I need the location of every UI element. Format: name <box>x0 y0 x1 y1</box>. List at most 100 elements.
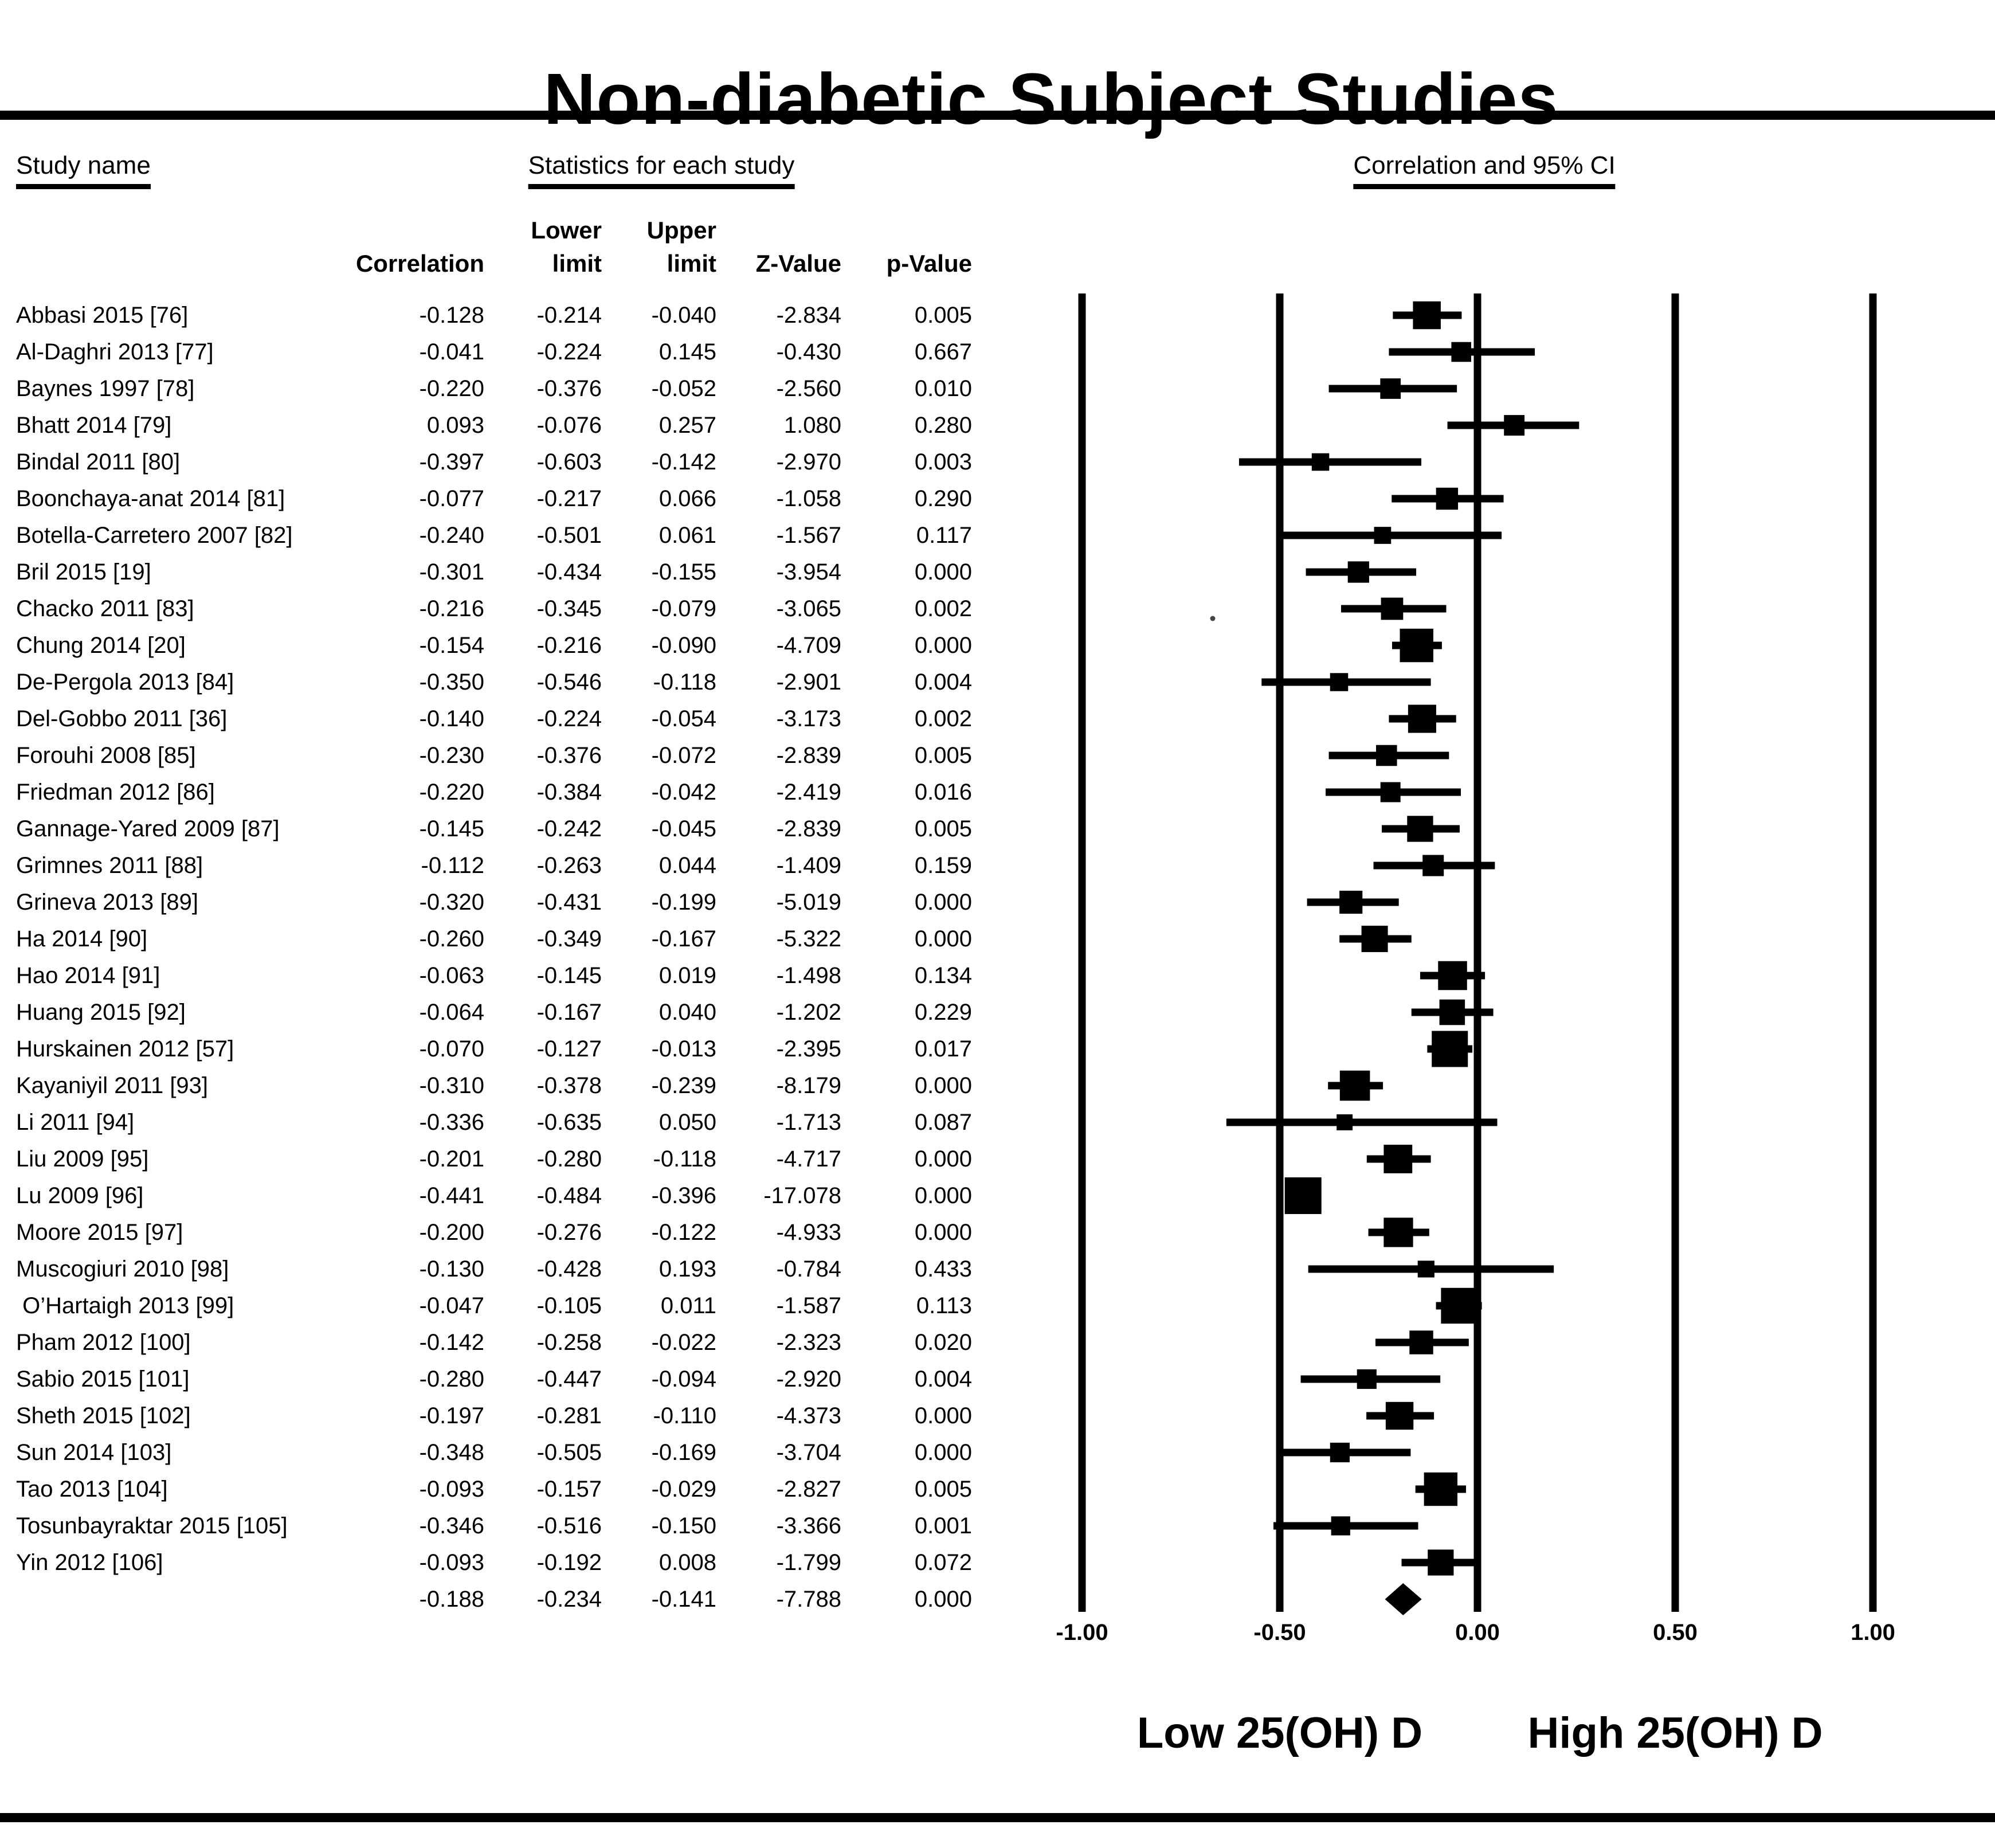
lower-limit-value: -0.224 <box>536 339 602 365</box>
z-value: -2.901 <box>776 669 841 695</box>
z-value: -0.430 <box>776 339 841 365</box>
p-value: 0.000 <box>914 1183 972 1208</box>
p-value: 0.000 <box>914 1073 972 1098</box>
lower-limit-value: -0.242 <box>536 816 602 841</box>
study-name: Pham 2012 [100] <box>16 1330 191 1355</box>
z-value: -5.019 <box>776 890 841 915</box>
table-row: Al-Daghri 2013 [77] -0.041 -0.224 0.145 -0.4… <box>0 334 1020 370</box>
effect-square <box>1439 999 1465 1025</box>
effect-square <box>1451 342 1472 362</box>
upper-limit-value: -0.045 <box>651 816 716 841</box>
p-value: 0.000 <box>914 890 972 915</box>
correlation-value: -0.047 <box>419 1293 484 1318</box>
correlation-value: -0.346 <box>419 1513 484 1538</box>
lower-limit-value: -0.349 <box>536 926 602 952</box>
upper-limit-value: -0.118 <box>653 669 716 695</box>
effect-square <box>1385 1401 1414 1430</box>
upper-limit-value: -0.090 <box>651 633 716 658</box>
upper-limit-value: -0.122 <box>651 1220 716 1245</box>
upper-limit-value: -0.239 <box>651 1073 716 1098</box>
p-value: 0.004 <box>914 1367 972 1392</box>
low-25ohd-label: Low 25(OH) D <box>1136 1709 1423 1757</box>
study-name: De-Pergola 2013 [84] <box>16 669 234 695</box>
z-value: -1.058 <box>776 486 841 511</box>
lower-limit-value: -0.192 <box>536 1550 602 1575</box>
upper-limit-value: -0.013 <box>651 1036 716 1062</box>
correlation-value: -0.397 <box>419 449 484 475</box>
axis-tick-label-neg05: -0.50 <box>1253 1620 1306 1645</box>
table-row: Chacko 2011 [83] -0.216 -0.345 -0.079 -3.065… <box>0 590 1020 627</box>
correlation-value: -0.197 <box>419 1403 484 1428</box>
study-name: Muscogiuri 2010 [98] <box>16 1256 229 1282</box>
correlation-value: -0.260 <box>419 926 484 952</box>
upper-limit-value: 0.008 <box>659 1550 716 1575</box>
correlation-value: -0.064 <box>419 1000 484 1025</box>
lower-limit-value: -0.505 <box>536 1440 602 1465</box>
z-value: -0.784 <box>776 1256 841 1282</box>
effect-square <box>1380 378 1401 399</box>
z-value: -2.834 <box>776 303 841 328</box>
correlation-value: -0.077 <box>419 486 484 511</box>
table-row: O’Hartaigh 2013 [99] -0.047 -0.105 0.011 -1.… <box>0 1287 1020 1324</box>
upper-limit-value: -0.054 <box>651 706 716 731</box>
z-value: -1.713 <box>776 1110 841 1135</box>
upper-limit-value: -0.110 <box>653 1403 716 1428</box>
effect-square <box>1424 1472 1458 1506</box>
table-row: Grimnes 2011 [88] -0.112 -0.263 0.044 -1.409… <box>0 847 1020 884</box>
upper-limit-value: -0.167 <box>651 926 716 952</box>
col-header-lower: Lower <box>531 217 602 244</box>
col-header-lower-limit: limit <box>552 250 602 277</box>
upper-limit-value: 0.061 <box>659 523 716 548</box>
col-header-p-value: p-Value <box>886 250 972 277</box>
upper-limit-value: -0.199 <box>651 890 716 915</box>
correlation-value: -0.142 <box>419 1330 484 1355</box>
correlation-value: -0.041 <box>419 339 484 365</box>
study-name: Chacko 2011 [83] <box>16 596 194 621</box>
p-value: 0.134 <box>914 963 972 988</box>
upper-limit-value: -0.022 <box>651 1330 716 1355</box>
study-name: Tao 2013 [104] <box>16 1477 168 1502</box>
effect-square <box>1381 597 1404 620</box>
lower-limit-value: -0.127 <box>536 1036 602 1062</box>
col-header-correlation: Correlation <box>355 250 484 277</box>
study-name: Ha 2014 [90] <box>16 926 148 952</box>
p-value: 0.667 <box>914 339 972 365</box>
effect-square <box>1407 816 1433 842</box>
axis-tick-label-neg1: -1.00 <box>1056 1620 1108 1645</box>
effect-square <box>1380 782 1401 802</box>
z-value: -2.827 <box>776 1477 841 1502</box>
summary-row: -0.188 -0.234 -0.141 -7.788 0.000 <box>0 1581 1020 1618</box>
effect-square <box>1374 527 1392 544</box>
lower-limit-value: -0.431 <box>536 890 602 915</box>
upper-limit-value: -0.142 <box>651 449 716 475</box>
z-value: -1.498 <box>776 963 841 988</box>
p-value: 0.280 <box>914 413 972 438</box>
upper-limit-value: -0.052 <box>651 376 716 401</box>
top-divider-rule <box>0 111 1995 120</box>
table-row: Tosunbayraktar 2015 [105] -0.346 -0.516 -0.… <box>0 1508 1020 1544</box>
table-row: Sheth 2015 [102] -0.197 -0.281 -0.110 -4.373… <box>0 1397 1020 1434</box>
correlation-value: -0.140 <box>419 706 484 731</box>
z-value: -2.920 <box>776 1367 841 1392</box>
table-row: Hao 2014 [91] -0.063 -0.145 0.019 -1.498 0.13… <box>0 957 1020 994</box>
table-row: Bhatt 2014 [79] 0.093 -0.076 0.257 1.080 0.28… <box>0 407 1020 444</box>
upper-limit-value: -0.040 <box>651 303 716 328</box>
study-name: Liu 2009 [95] <box>16 1146 149 1172</box>
z-value: -1.799 <box>776 1550 841 1575</box>
z-value: -7.788 <box>776 1587 841 1612</box>
study-name: Friedman 2012 [86] <box>16 780 215 805</box>
p-value: 0.002 <box>914 596 972 621</box>
upper-limit-value: 0.257 <box>659 413 716 438</box>
figure-title: Non-diabetic Subject Studies <box>543 58 1559 140</box>
correlation-value: -0.310 <box>419 1073 484 1098</box>
correlation-value: -0.216 <box>419 596 484 621</box>
z-value: -1.202 <box>776 1000 841 1025</box>
p-value: 0.229 <box>914 1000 972 1025</box>
p-value: 0.002 <box>914 706 972 731</box>
effect-square <box>1400 628 1433 663</box>
lower-limit-value: -0.258 <box>536 1330 602 1355</box>
lower-limit-value: -0.384 <box>536 780 602 805</box>
table-row: Botella-Carretero 2007 [82] -0.240 -0.501 0… <box>0 517 1020 554</box>
p-value: 0.072 <box>914 1550 972 1575</box>
